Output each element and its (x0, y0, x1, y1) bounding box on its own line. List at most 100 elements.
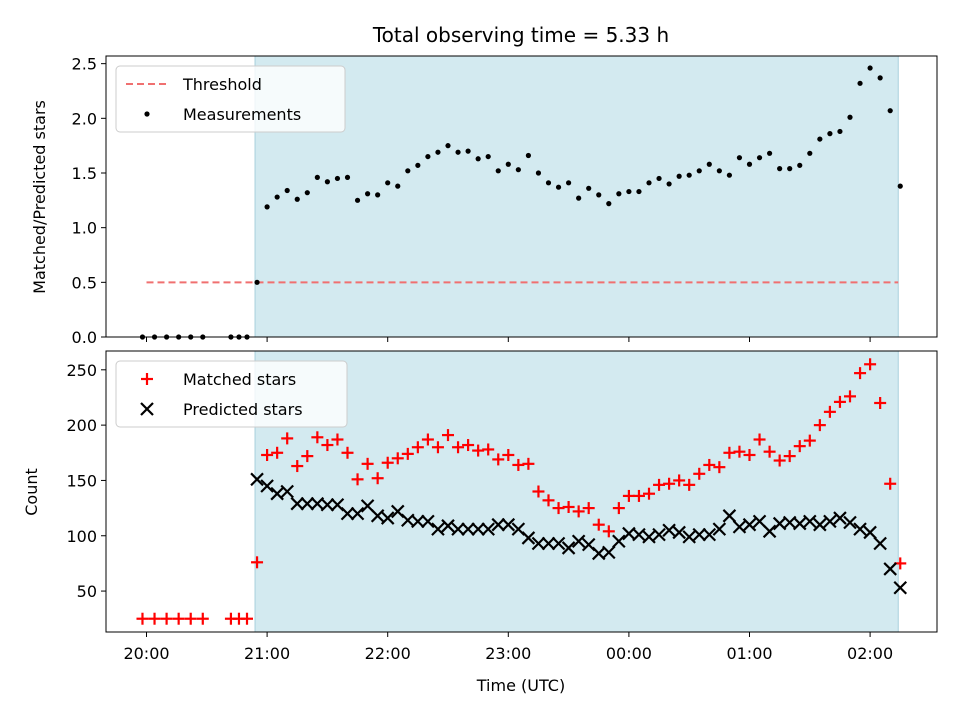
observing-window (254, 350, 899, 633)
matched-stars-point (663, 477, 676, 490)
measurement-point (495, 168, 501, 174)
predicted-stars-point (431, 522, 445, 536)
measurement-point (505, 161, 511, 167)
y-tick-label: 100 (66, 527, 97, 546)
legend-threshold-label: Threshold (182, 75, 262, 94)
matched-stars-point (673, 474, 686, 487)
measurement-point (365, 191, 371, 197)
measurement-point (294, 196, 300, 202)
measurement-point (746, 161, 753, 167)
matched-stars-point (341, 446, 354, 459)
matched-stars-point (833, 395, 846, 408)
matched-stars-point (251, 556, 264, 569)
legend-measurements-label: Measurements (183, 105, 301, 124)
predicted-stars-point (250, 472, 264, 487)
matched-stars-point (612, 502, 625, 515)
predicted-stars-point (370, 509, 385, 523)
measurement-point (606, 201, 612, 207)
chart-title: Total observing time = 5.33 h (372, 23, 669, 47)
measurement-point (304, 190, 310, 196)
matched-stars-point (361, 457, 374, 470)
predicted-stars-point (762, 524, 777, 539)
matched-stars-point (773, 454, 786, 467)
measurement-point (807, 150, 813, 156)
measurement-point (264, 204, 270, 210)
matched-stars-point (803, 434, 816, 447)
measurement-point (646, 180, 652, 186)
x-tick-label: 21:00 (244, 644, 290, 663)
measurement-point (415, 162, 421, 168)
predicted-stars-point (380, 511, 395, 525)
matched-stars-point (622, 489, 635, 502)
matched-stars-point (572, 505, 585, 518)
measurement-point (626, 188, 632, 195)
measurement-point (877, 75, 883, 81)
matched-stars-point (482, 443, 495, 456)
measurement-point (274, 194, 280, 200)
measurement-point (867, 65, 873, 71)
matched-stars-point (421, 433, 434, 446)
measurement-point (405, 168, 411, 174)
measurement-point (284, 187, 290, 194)
measurement-point (334, 175, 341, 182)
matched-stars-point (431, 441, 444, 454)
measurement-point (354, 197, 361, 203)
measurement-point (455, 149, 461, 155)
matched-stars-point (172, 612, 185, 625)
matched-stars-point (291, 460, 304, 473)
y-tick-label: 1.0 (72, 219, 97, 238)
x-axis-label: Time (UTC) (476, 676, 565, 695)
matched-stars-point (136, 612, 149, 625)
predicted-stars-point (642, 530, 656, 544)
measurement-point (465, 148, 471, 154)
matched-stars-point (592, 518, 605, 531)
matched-stars-point (452, 441, 465, 454)
matched-stars-point (703, 458, 716, 471)
measurement-point (716, 168, 722, 174)
predicted-stars-point (742, 517, 757, 532)
matched-stars-point (884, 477, 897, 490)
predicted-stars-point (823, 514, 837, 529)
x-tick-label: 02:00 (847, 644, 893, 663)
measurement-point (586, 185, 592, 191)
measurement-point (385, 180, 391, 186)
y-tick-label: 0.0 (72, 328, 97, 347)
predicted-stars-point (461, 522, 475, 536)
predicted-stars-point (290, 496, 305, 511)
measurement-point (314, 174, 320, 180)
matched-stars-point (281, 432, 294, 445)
predicted-stars-point (411, 514, 425, 529)
measurement-point (445, 143, 451, 149)
measurement-point (485, 153, 491, 160)
matched-stars-point (653, 478, 666, 491)
measurement-point (545, 180, 552, 186)
measurement-point (395, 183, 401, 189)
measurement-point (897, 183, 903, 189)
predicted-stars-point (883, 562, 897, 576)
predicted-stars-point (662, 523, 676, 537)
predicted-stars-point (360, 499, 375, 513)
predicted-stars-point (501, 517, 516, 532)
x-tick-label: 00:00 (606, 644, 652, 663)
matched-stars-point (351, 473, 364, 486)
measurement-point (827, 131, 833, 137)
bottom-panel: 50 100 150 200 250 20:00 21:00 22:00 23:00 00:00… (22, 350, 938, 695)
bottom-legend: Matched stars Predicted stars (115, 360, 348, 428)
top-x-ticks (146, 337, 871, 342)
predicted-stars-point (732, 520, 747, 534)
predicted-stars-point (632, 527, 646, 542)
predicted-stars-point (441, 519, 455, 533)
matched-stars-point (562, 500, 575, 513)
matched-stars-point (823, 405, 836, 418)
measurement-point (666, 181, 672, 187)
predicted-stars-point (833, 511, 847, 525)
predicted-stars-point (682, 530, 696, 544)
bottom-y-axis-label: Count (22, 468, 41, 516)
predicted-stars-point (792, 516, 807, 531)
measurement-point (696, 168, 702, 174)
matched-stars-point (512, 458, 525, 471)
matched-stars-point (196, 612, 209, 625)
matched-stars-point (864, 358, 877, 371)
y-tick-label: 200 (66, 416, 97, 435)
matched-stars-point (301, 450, 314, 463)
